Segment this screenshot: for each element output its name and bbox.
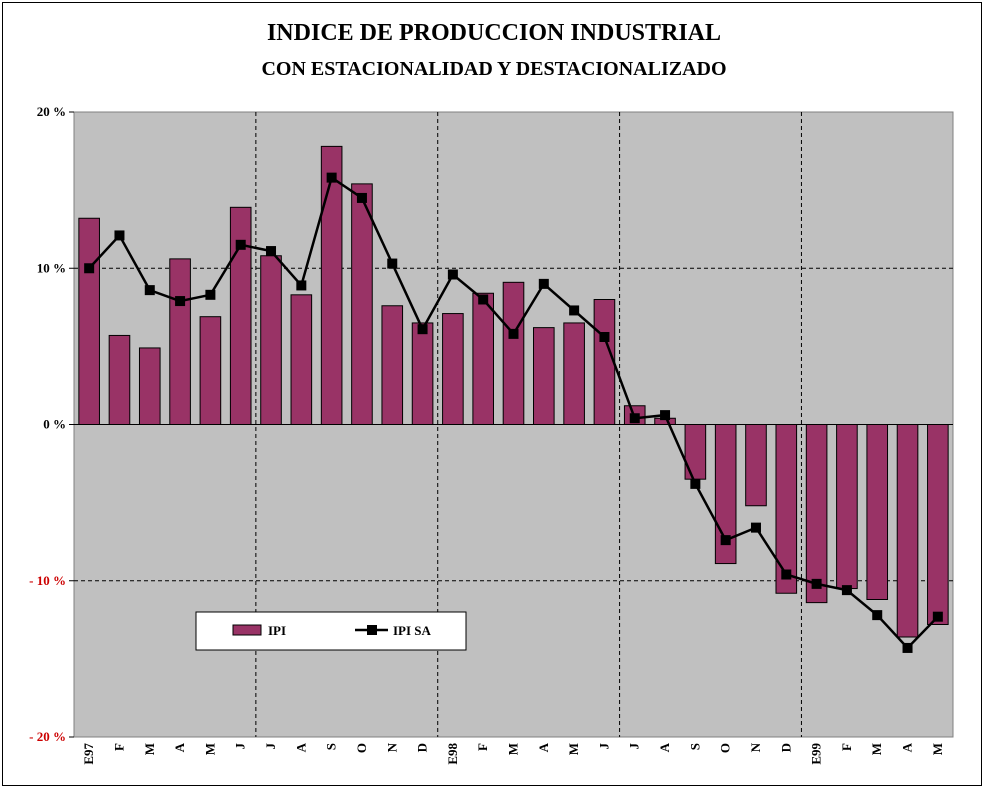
legend-label-ipi-sa: IPI SA — [393, 623, 432, 638]
point-ipi-sa — [447, 269, 458, 280]
point-ipi-sa — [326, 172, 337, 183]
point-ipi-sa — [629, 413, 640, 424]
point-ipi-sa — [356, 192, 367, 203]
point-ipi-sa — [932, 611, 943, 622]
point-ipi-sa — [114, 230, 125, 241]
x-tick-label: E98 — [445, 743, 460, 765]
x-tick-label: A — [293, 742, 308, 752]
bar-ipi — [320, 145, 343, 425]
point-ipi-sa — [902, 642, 913, 653]
bar-ipi — [381, 305, 404, 425]
point-ipi-sa — [296, 280, 307, 291]
y-tick-label: 10 % — [37, 260, 66, 275]
x-tick-label: O — [354, 743, 369, 753]
x-tick-label: O — [718, 743, 733, 753]
chart-subtitle: CON ESTACIONALIDAD Y DESTACIONALIZADO — [261, 58, 727, 80]
point-ipi-sa — [417, 324, 428, 335]
bar-ipi — [108, 334, 131, 425]
point-ipi-sa — [508, 328, 519, 339]
point-ipi-sa — [569, 305, 580, 316]
point-ipi-sa — [720, 535, 731, 546]
x-tick-label: S — [324, 743, 339, 750]
bar-ipi — [775, 424, 798, 594]
point-ipi-sa — [660, 410, 671, 421]
point-ipi-sa — [205, 289, 216, 300]
point-ipi-sa — [266, 246, 277, 257]
x-tick-label: A — [900, 742, 915, 752]
bar-ipi — [351, 183, 373, 425]
point-ipi-sa — [750, 522, 761, 533]
x-tick-label: F — [475, 743, 490, 751]
bar-ipi — [411, 322, 434, 425]
legend-label-ipi: IPI — [268, 623, 286, 638]
x-tick-label: N — [384, 742, 399, 752]
bar-ipi — [684, 424, 707, 480]
x-tick-label: J — [263, 743, 278, 750]
point-ipi-sa — [478, 294, 489, 305]
point-ipi-sa — [144, 285, 155, 296]
x-tick-label: M — [506, 743, 521, 755]
point-ipi-sa — [175, 296, 186, 307]
bar-ipi — [169, 258, 191, 425]
point-ipi-sa — [841, 585, 852, 596]
bar-ipi — [836, 424, 858, 590]
x-tick-label: A — [172, 742, 187, 752]
bar-ipi — [866, 424, 889, 600]
x-tick-label: S — [687, 743, 702, 750]
bar-ipi — [896, 424, 919, 638]
bar-ipi — [805, 424, 828, 604]
bar-ipi — [290, 294, 313, 425]
y-tick-label: 20 % — [37, 104, 66, 119]
legend-marker-ipi-sa — [367, 625, 377, 635]
bar-ipi — [199, 316, 222, 425]
bar-ipi — [472, 292, 494, 425]
x-tick-label: J — [233, 743, 248, 750]
x-tick-label: N — [748, 742, 763, 752]
bar-ipi — [442, 313, 464, 425]
x-tick-label: A — [657, 742, 672, 752]
y-tick-label: - 10 % — [29, 573, 66, 588]
point-ipi-sa — [538, 278, 549, 289]
x-tick-label: J — [627, 743, 642, 750]
point-ipi-sa — [599, 332, 610, 342]
bar-ipi — [593, 299, 616, 425]
x-tick-label: D — [415, 743, 430, 752]
bar-ipi — [745, 424, 767, 507]
bar-ipi — [260, 255, 282, 425]
point-ipi-sa — [690, 478, 701, 489]
point-ipi-sa — [781, 569, 792, 580]
point-ipi-sa — [235, 239, 246, 250]
x-tick-label: M — [930, 743, 945, 755]
chart-title: INDICE DE PRODUCCION INDUSTRIAL — [266, 20, 722, 46]
bar-ipi — [502, 281, 525, 425]
y-tick-label: 0 % — [43, 417, 66, 432]
x-tick-label: M — [869, 743, 884, 755]
point-ipi-sa — [84, 263, 95, 274]
x-tick-label: E97 — [81, 743, 96, 765]
bar-ipi — [533, 327, 555, 425]
y-tick-label: - 20 % — [29, 729, 66, 744]
x-tick-label: E99 — [809, 743, 824, 765]
bar-ipi — [78, 217, 100, 425]
x-tick-label: J — [596, 743, 611, 750]
point-ipi-sa — [872, 610, 883, 621]
x-tick-label: M — [202, 743, 217, 755]
bar-ipi — [927, 424, 949, 625]
x-tick-label: M — [142, 743, 157, 755]
bar-ipi — [138, 347, 161, 425]
x-tick-label: D — [778, 743, 793, 752]
x-tick-label: A — [536, 742, 551, 752]
x-tick-label: F — [839, 743, 854, 751]
legend-swatch-ipi — [232, 624, 262, 636]
point-ipi-sa — [387, 258, 398, 269]
x-tick-label: F — [111, 743, 126, 751]
x-tick-label: M — [566, 743, 581, 755]
bar-ipi — [563, 322, 585, 425]
point-ipi-sa — [811, 578, 822, 589]
